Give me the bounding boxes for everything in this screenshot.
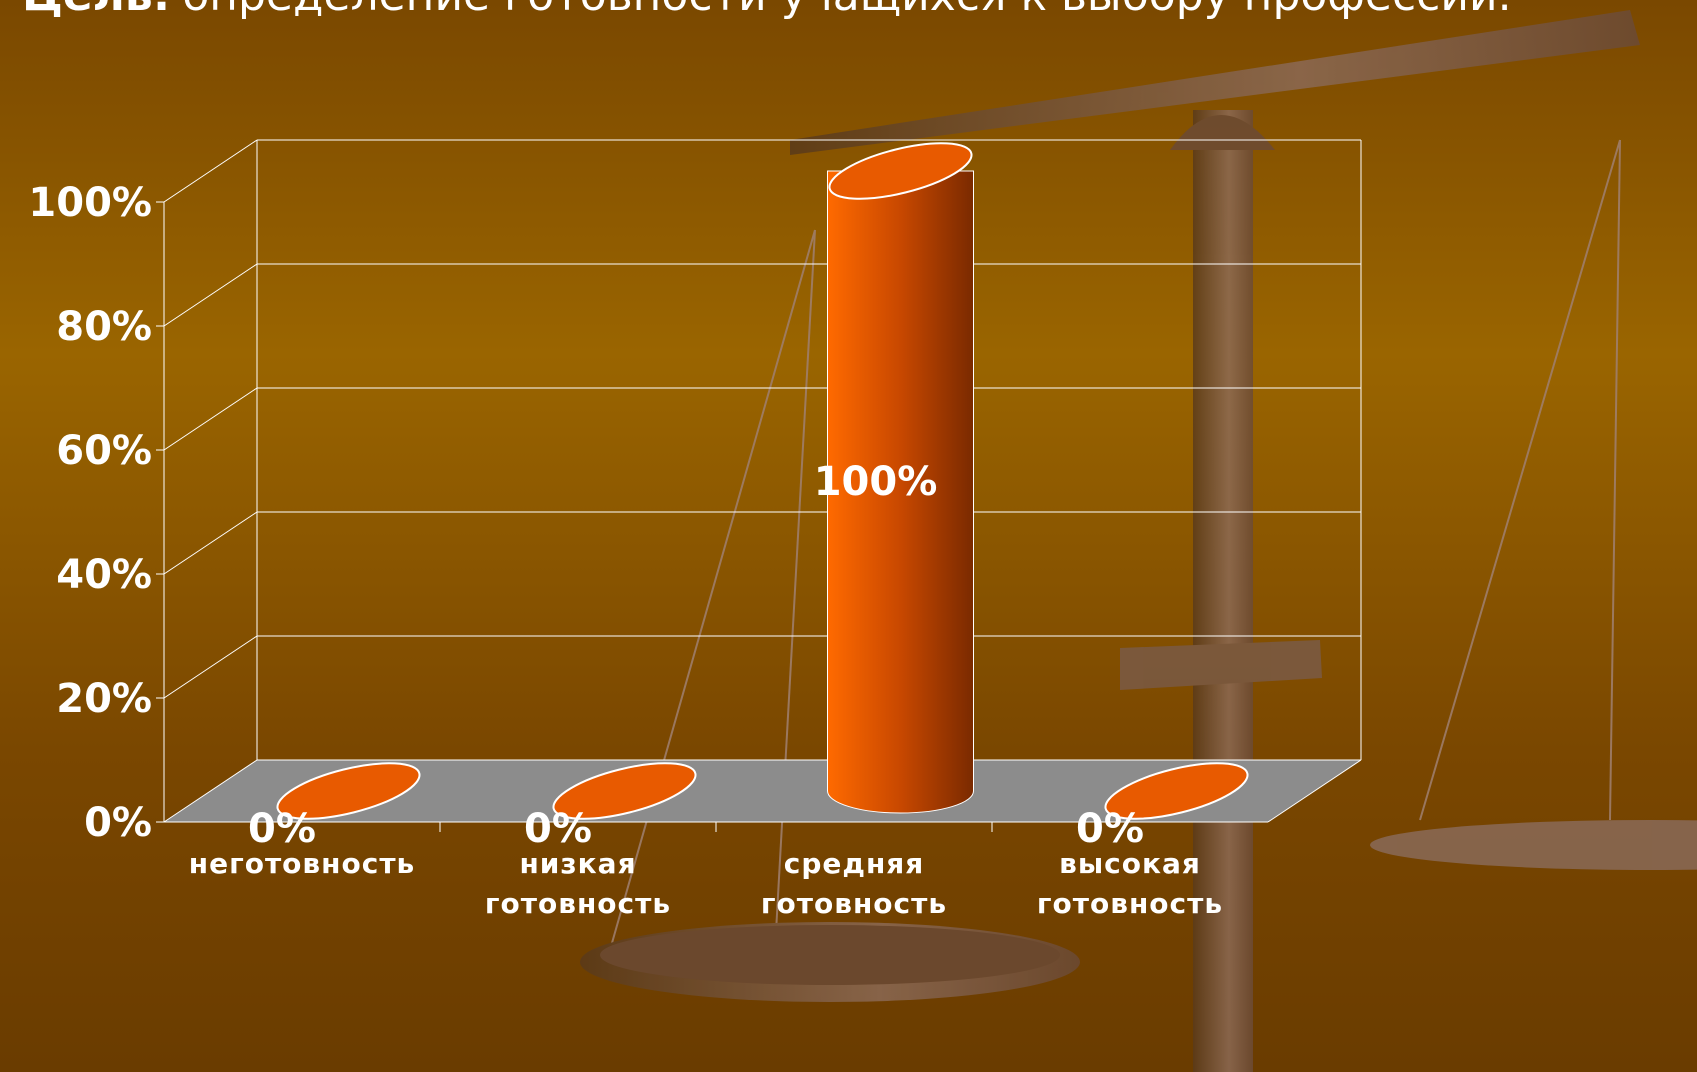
- x-tick-label: неготовность: [152, 844, 452, 884]
- chart-title: Цель: определение готовности учащихся к в…: [22, 0, 1512, 21]
- title-label: Цель:: [22, 0, 170, 21]
- y-tick-label: 80%: [56, 304, 152, 350]
- grid-line: [164, 512, 257, 574]
- grid-line: [164, 636, 257, 698]
- x-tick-label: высокая готовность: [1030, 844, 1230, 924]
- slide: Цель: определение готовности учащихся к в…: [0, 0, 1697, 1072]
- y-tick-label: 40%: [56, 552, 152, 598]
- y-tick-label: 100%: [28, 180, 152, 226]
- grid-line: [164, 140, 257, 202]
- grid-line: [164, 264, 257, 326]
- grid-line: [164, 388, 257, 450]
- title-text: определение готовности учащихся к выбору…: [182, 0, 1511, 21]
- x-tick-label: низкая готовность: [478, 844, 678, 924]
- y-tick-label: 20%: [56, 676, 152, 722]
- x-tick-label: средняя готовность: [754, 844, 954, 924]
- y-tick-label: 0%: [84, 800, 152, 846]
- value-label: 100%: [814, 459, 938, 505]
- y-tick-label: 60%: [56, 428, 152, 474]
